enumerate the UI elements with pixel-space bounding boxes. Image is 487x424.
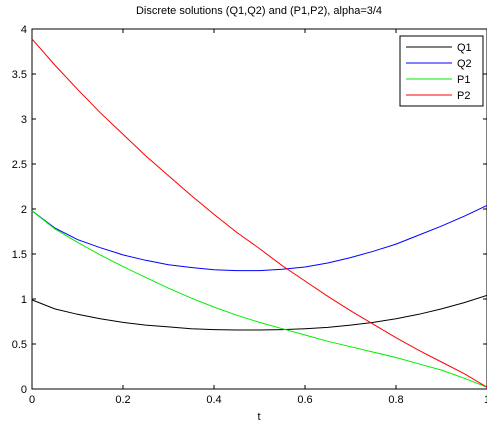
y-tick-label: 4 [21,24,27,36]
x-tick-label: 0.6 [297,394,312,406]
chart-title: Discrete solutions (Q1,Q2) and (P1,P2), … [136,5,382,17]
y-tick-label: 3 [21,114,27,126]
y-tick-label: 1.5 [12,249,27,261]
series-line-p1 [31,210,487,388]
y-tick-label: 3.5 [12,69,27,81]
legend-label-q1: Q1 [457,42,472,54]
y-tick-label: 0 [21,384,27,396]
legend-label-p1: P1 [457,74,470,86]
series-lines [31,38,487,388]
legend-box [399,35,484,107]
series-line-q2 [31,204,487,272]
legend-label-q2: Q2 [457,58,472,70]
x-tick-label: 0.2 [115,394,130,406]
legend: Q1 Q2 P1 P2 [399,35,484,107]
x-tick-label: 1 [484,394,487,406]
x-tick-label: 0.4 [206,394,221,406]
legend-label-p2: P2 [457,90,470,102]
x-tick-label: 0 [29,394,35,406]
axis-ticks: 0 0.2 0.4 0.6 0.8 1 0 0.5 1 1.5 2 2.5 3 3.5 4 [12,24,487,406]
series-line-q1 [31,294,487,331]
series-line-p2 [31,38,487,388]
y-tick-label: 2 [21,204,27,216]
x-tick-label: 0.8 [388,394,403,406]
y-tick-label: 0.5 [12,339,27,351]
y-tick-label: 1 [21,294,27,306]
y-tick-label: 2.5 [12,159,27,171]
x-axis-label: t [257,411,260,423]
